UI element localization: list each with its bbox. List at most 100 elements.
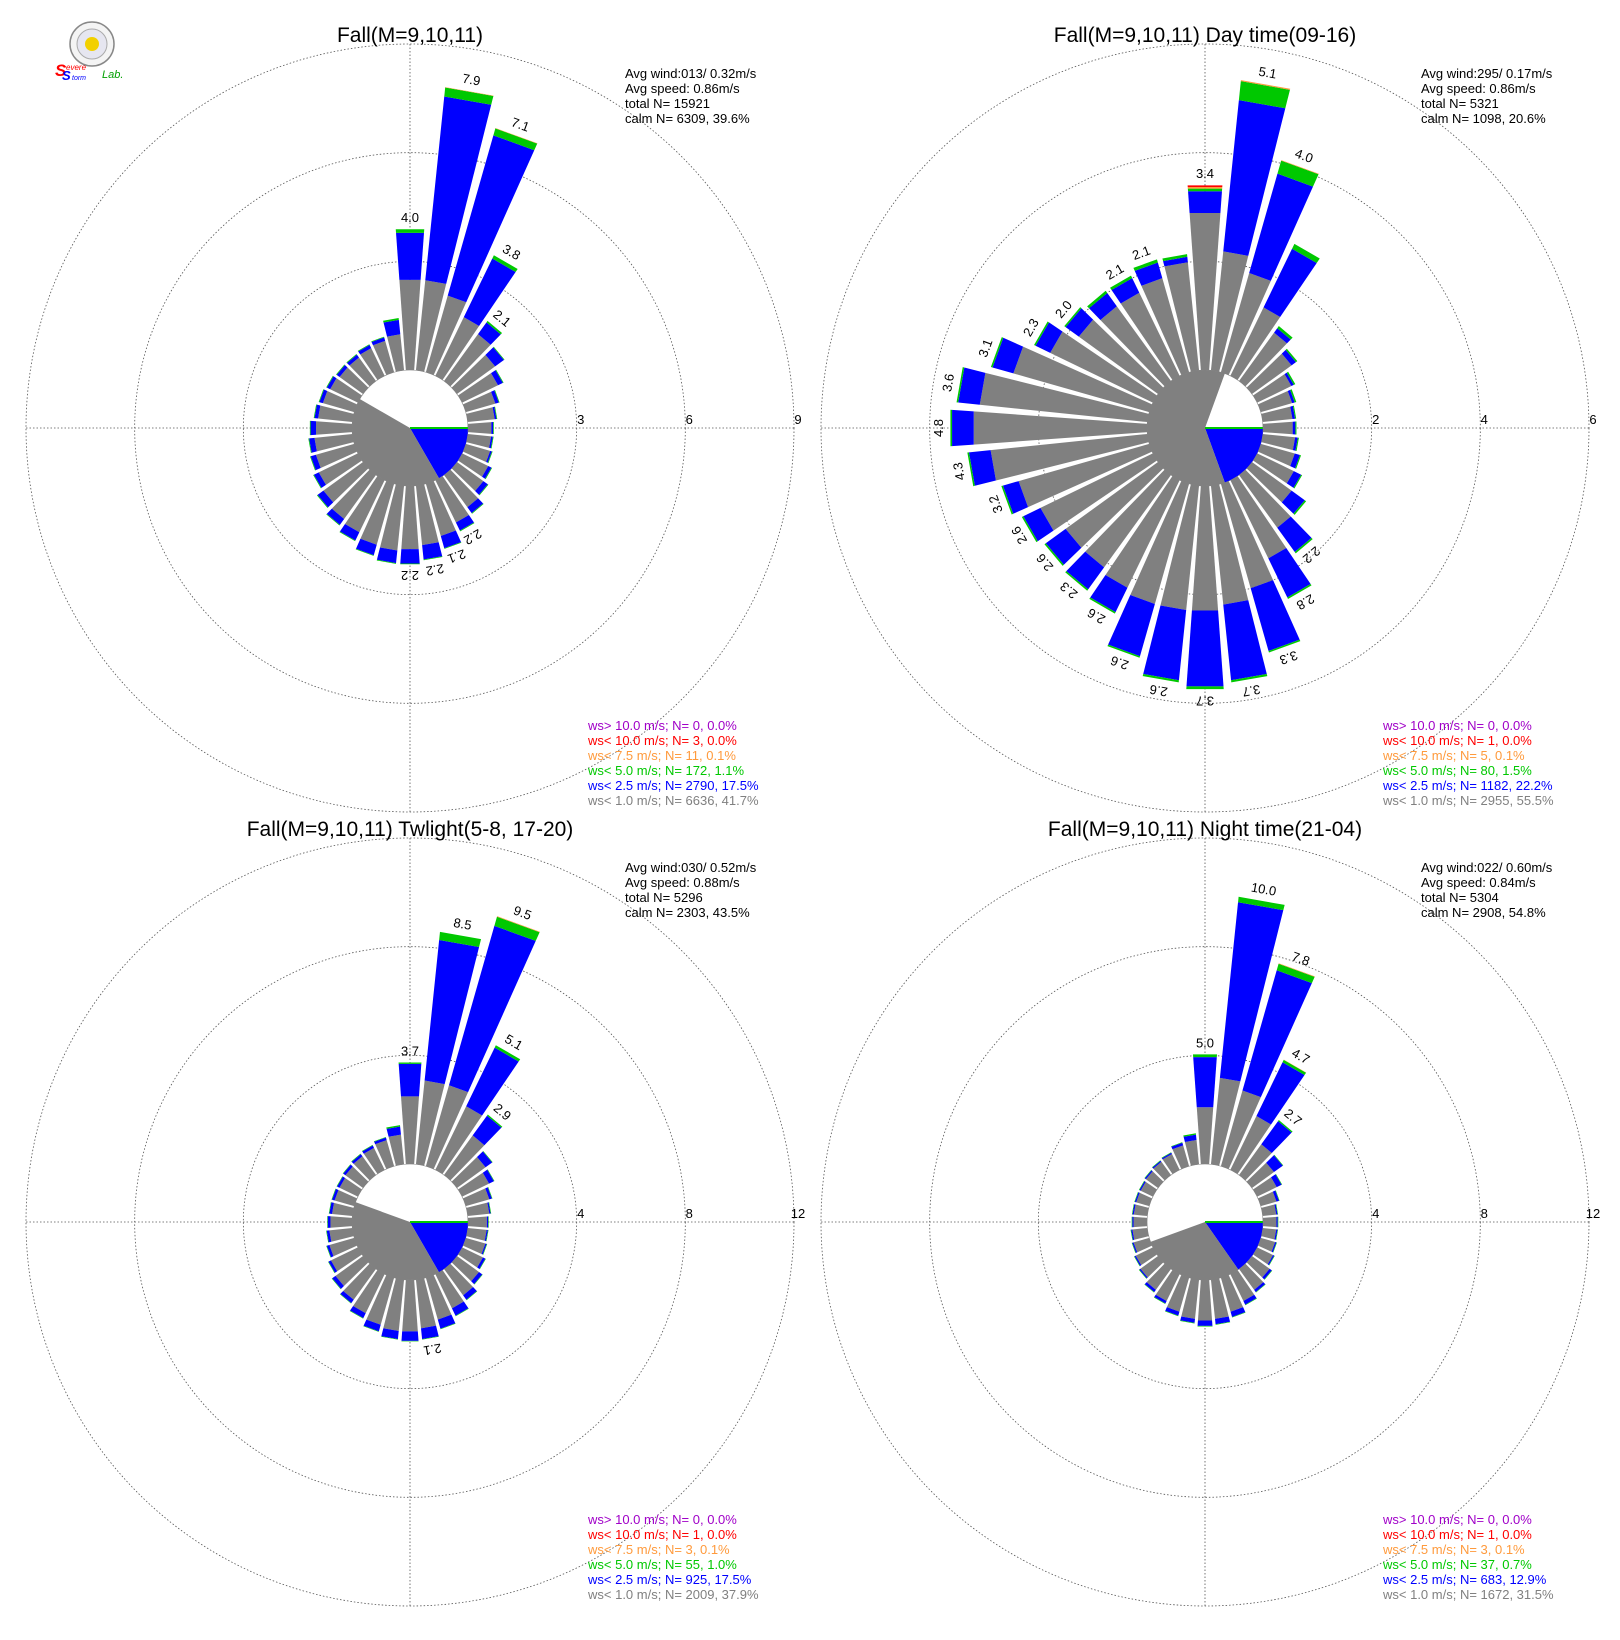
bar-segment-w1 [1197,1279,1213,1321]
bar-segment-w1 [1230,1116,1272,1174]
bar-segment-w2 [1161,1152,1172,1160]
bar-value-label: 2.1 [1130,243,1152,263]
bar-dir-100 [466,1227,489,1242]
bar-segment-w2 [968,450,996,486]
bar-segment-w3 [309,420,311,436]
bar-dir-340 [371,336,395,376]
bar-segment-w3 [495,369,504,383]
stats-line: Avg wind:295/ 0.17m/s [1421,66,1553,81]
bar-segment-w3 [351,1153,361,1162]
bar-segment-w3 [455,1308,469,1317]
bar-segment-w1 [1184,1139,1200,1166]
bar-dir-100 [466,433,494,449]
bar-segment-w2 [491,422,494,434]
bar-segment-w1 [1220,272,1271,376]
bar-dir-90 [1262,1216,1279,1228]
bar-segment-w1 [1239,469,1291,528]
bar-segment-w3 [487,1187,493,1199]
bar-segment-w1 [1018,443,1153,508]
bar-segment-w2 [484,1229,488,1242]
calm-slice [351,399,439,487]
bar-segment-w2 [1223,600,1267,681]
bar-segment-w3 [490,436,494,449]
bar-dir-90 [1262,421,1297,435]
stats-line: Avg wind:022/ 0.60m/s [1421,860,1553,875]
bar-segment-w4 [495,128,538,144]
bar-segment-w2 [489,436,493,449]
bar-dir-270 [1131,1216,1148,1228]
bar-segment-w2 [1292,421,1296,435]
bar-dir-300 [1138,1180,1157,1197]
bar-segment-w2 [326,376,337,390]
ring-label: 3 [577,412,584,427]
bar-dir-10 [415,87,494,372]
bar-dir-150 [1230,1270,1257,1306]
bar-dir-50 [1246,348,1298,394]
bar-segment-w1 [387,334,405,372]
bar-dir-80 [1261,1204,1279,1217]
bar-segment-w3 [956,367,965,403]
bar-dir-10 [1210,80,1291,372]
bar-dir-320 [1087,290,1171,387]
stats-line: total N= 5296 [625,890,703,905]
bar-segment-w3 [355,548,374,556]
ring-label: 12 [1586,1206,1600,1221]
legend-entry: ws< 1.0 m/s; N= 2009, 37.9% [587,1587,759,1602]
bar-segment-w1 [1261,406,1293,423]
bar-segment-w3 [381,1336,398,1340]
legend-entry: ws< 7.5 m/s; N= 5, 0.1% [1382,748,1525,763]
bar-dir-180 [1197,1279,1213,1327]
bar-dir-260 [967,433,1149,487]
bar-dir-170 [1210,1278,1231,1325]
bar-value-label: 3.6 [939,373,957,393]
bar-dir-50 [451,1151,493,1188]
bar-value-label: 4.0 [401,210,419,225]
polar-grid: 4 8 12 [25,837,805,1607]
bar-dir-290 [318,389,358,413]
bar-segment-w3 [1290,389,1297,403]
bar-segment-w1 [339,367,369,394]
legend-entry: ws< 10.0 m/s; N= 3, 0.0% [587,733,737,748]
bar-segment-w3 [1215,1321,1231,1325]
bar-segment-w2 [1223,100,1286,256]
bar-segment-w1 [329,1237,358,1257]
bar-value-label: 3.2 [985,493,1005,515]
bar-segment-w1 [462,443,491,463]
stats-line: Avg speed: 0.86m/s [1421,81,1536,96]
bar-value-label: 3.3 [1278,648,1300,668]
bar-segment-w1 [444,1263,474,1296]
bar-segment-w3 [349,1310,364,1319]
bar-segment-w2 [401,1331,419,1341]
bar-segment-w2 [455,515,474,531]
bar-segment-w1 [1172,1145,1190,1170]
bar-segment-w3 [493,128,538,151]
bar-dir-260 [308,433,354,453]
bar-segment-w2 [314,404,321,419]
bar-dir-230 [1138,1256,1164,1279]
ring-label: 9 [794,412,801,427]
bar-segment-w3 [422,1336,439,1340]
bar-segment-w2 [1131,1229,1135,1241]
bar-segment-w2 [486,1216,489,1228]
bar-segment-w3 [1238,896,1285,911]
bar-segment-w3 [1285,348,1298,363]
bar-segment-w1 [1261,1204,1277,1217]
logo-word-evere: evere [66,63,87,72]
legend-entry: ws< 10.0 m/s; N= 1, 0.0% [587,1527,737,1542]
bar-value-label: 10.0 [1250,880,1278,899]
bar-segment-w2 [374,1137,387,1145]
bar-segment-w3 [1171,1142,1183,1147]
bar-dir-250 [326,1237,358,1258]
bar-segment-w1 [1246,353,1292,394]
bar-segment-w3 [1275,1204,1279,1215]
bar-segment-w1 [415,1278,437,1329]
bar-value-label: 2.2 [1300,543,1323,566]
bar-segment-w1 [1261,433,1296,451]
bar-dir-180 [400,485,420,565]
bar-segment-w3 [488,1202,492,1214]
legend-entry: ws< 5.0 m/s; N= 172, 1.1% [587,763,745,778]
